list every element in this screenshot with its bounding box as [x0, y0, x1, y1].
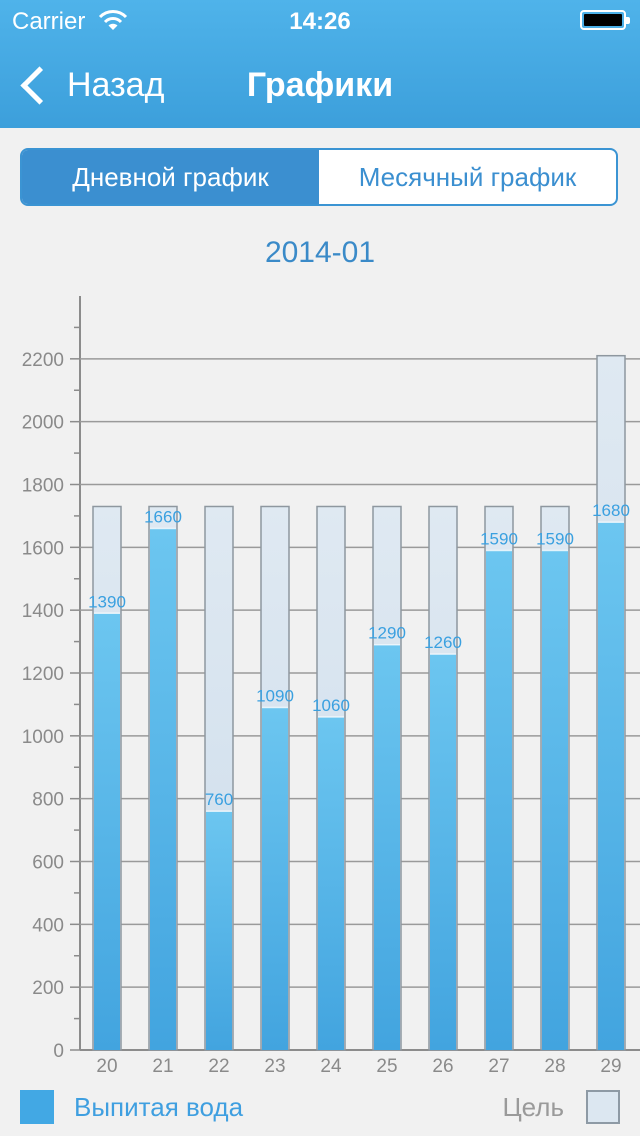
y-tick-label: 400: [32, 915, 64, 936]
tab-daily-chart[interactable]: Дневной график: [22, 150, 319, 204]
status-time: 14:26: [289, 8, 351, 35]
back-button[interactable]: Назад: [14, 58, 164, 112]
legend-goal-label: Цель: [502, 1091, 564, 1122]
water-bar: [94, 613, 120, 1050]
legend-water-label: Выпитая вода: [74, 1091, 244, 1122]
bar-data-label: 1090: [256, 687, 294, 706]
back-label: Назад: [67, 65, 165, 104]
y-tick-label: 0: [53, 1041, 64, 1062]
water-bar: [262, 707, 288, 1050]
water-bar: [598, 522, 624, 1050]
x-tick-label: 28: [544, 1056, 565, 1077]
battery-icon: [580, 10, 630, 30]
y-tick-label: 1200: [22, 664, 64, 685]
bar-data-label: 1060: [312, 696, 350, 715]
y-tick-label: 1400: [22, 601, 64, 622]
water-bar: [374, 644, 400, 1050]
y-tick-label: 2200: [22, 350, 64, 371]
x-tick-label: 27: [488, 1056, 509, 1077]
x-tick-label: 23: [264, 1056, 285, 1077]
bar-data-label: 760: [205, 790, 233, 809]
water-bar: [542, 550, 568, 1050]
water-bar: [318, 716, 344, 1050]
y-tick-label: 1800: [22, 476, 64, 497]
bar-data-label: 1390: [88, 592, 126, 611]
water-bar: [486, 550, 512, 1050]
page-title: Графики: [246, 66, 394, 104]
wifi-icon: [98, 10, 128, 30]
bar-data-label: 1590: [536, 529, 574, 548]
chart-type-segmented-control: Дневной график Месячный график: [20, 148, 618, 206]
bar-data-label: 1680: [592, 501, 630, 520]
x-tick-label: 24: [320, 1056, 342, 1077]
y-tick-label: 1600: [22, 538, 64, 559]
water-bar: [430, 654, 456, 1050]
water-bar: [206, 811, 232, 1050]
y-tick-label: 2000: [22, 413, 64, 434]
x-tick-label: 21: [152, 1056, 173, 1077]
bar-data-label: 1590: [480, 529, 518, 548]
period-label: 2014-01: [264, 236, 376, 269]
legend-goal-swatch: [586, 1090, 620, 1124]
x-tick-label: 26: [432, 1056, 453, 1077]
y-tick-label: 1000: [22, 727, 64, 748]
tab-monthly-chart[interactable]: Месячный график: [358, 161, 577, 192]
legend-water: Выпитая вода: [20, 1090, 243, 1124]
bar-data-label: 1290: [368, 624, 406, 643]
y-tick-label: 800: [32, 790, 64, 811]
y-tick-label: 200: [32, 978, 64, 999]
water-bar: [150, 528, 176, 1050]
bar-data-label: 1660: [144, 507, 182, 526]
status-bar: Carrier 14:26: [0, 0, 640, 40]
x-tick-label: 25: [376, 1056, 397, 1077]
carrier-name: Carrier: [12, 8, 86, 35]
water-bar-chart: 0 200 400 600 800 1000 1200 1400 1600 1800 2000 220…: [22, 296, 640, 1077]
x-tick-label: 22: [208, 1056, 229, 1077]
x-tick-label: 20: [96, 1056, 117, 1077]
x-tick-label: 29: [600, 1056, 621, 1077]
navigation-header: Carrier 14:26 Назад Графики: [0, 0, 640, 128]
bar-data-label: 1260: [424, 633, 462, 652]
legend-water-swatch: [20, 1090, 54, 1124]
y-tick-label: 600: [32, 853, 64, 874]
legend-goal: Цель: [502, 1090, 620, 1124]
